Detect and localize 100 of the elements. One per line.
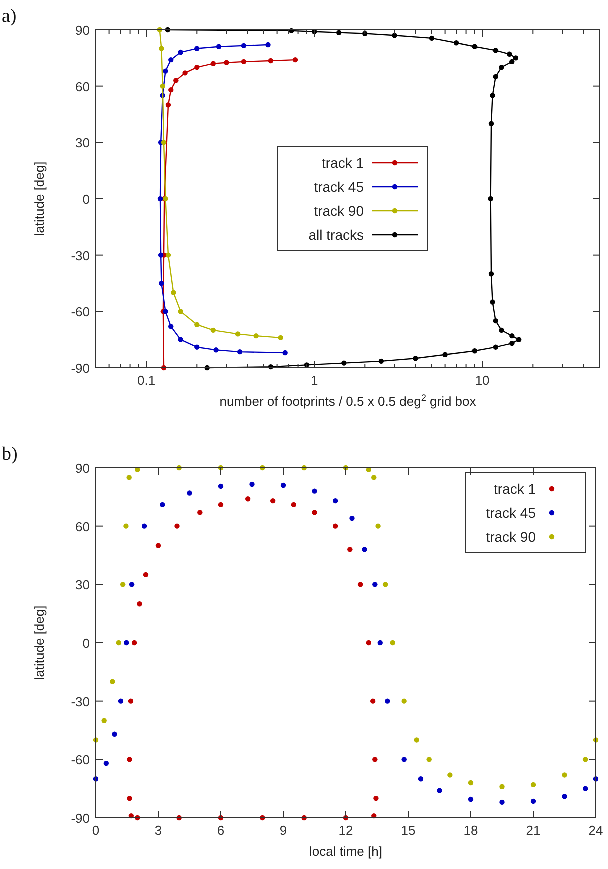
point (374, 796, 379, 802)
point (562, 772, 568, 778)
point (218, 484, 224, 490)
point (414, 738, 420, 743)
point (348, 547, 353, 552)
y-tick-label: 60 (76, 519, 90, 534)
point (385, 698, 390, 704)
point (198, 510, 203, 516)
y-tick-label: 0 (82, 636, 90, 651)
point (174, 524, 180, 529)
x-axis-title: local time [h] (310, 844, 382, 859)
point (376, 524, 381, 529)
y-tick-label: 30 (76, 136, 90, 151)
y-tick-label: -90 (71, 811, 90, 826)
point (370, 698, 376, 704)
point (372, 582, 378, 588)
point (118, 698, 124, 704)
point (124, 524, 129, 529)
point (142, 524, 148, 529)
point (402, 757, 407, 762)
point (448, 772, 453, 778)
point (270, 498, 276, 504)
point (160, 502, 166, 508)
point (156, 543, 162, 548)
point (350, 516, 355, 522)
y-tick-label: 90 (76, 461, 90, 476)
point (132, 640, 138, 646)
point (402, 698, 407, 704)
x-tick-label: 12 (338, 823, 354, 838)
y-tick-label: -90 (71, 361, 90, 376)
point (530, 798, 536, 804)
point (312, 510, 318, 516)
point (127, 796, 132, 802)
x-tick-label: 3 (154, 823, 162, 838)
point (102, 718, 107, 724)
point (562, 794, 568, 800)
point (372, 757, 378, 762)
point (468, 780, 474, 786)
legend-label: track 1 (322, 155, 364, 171)
point (468, 796, 474, 802)
point (116, 640, 122, 646)
x-axis-title: number of footprints / 0.5 x 0.5 deg$^{2}$ grid box (220, 393, 477, 409)
point (437, 788, 442, 794)
x-tick-label: 0.1 (138, 373, 156, 388)
point (120, 582, 126, 588)
x-tick-label: 9 (280, 823, 288, 838)
point (143, 572, 149, 578)
legend-label: track 45 (486, 505, 536, 521)
x-tick-label: 1 (310, 373, 318, 388)
x-tick-label: 24 (588, 823, 604, 838)
legend-label: track 90 (314, 203, 364, 219)
point (332, 524, 338, 529)
point (426, 757, 432, 762)
point (362, 547, 368, 552)
x-tick-label: 10 (475, 373, 490, 388)
point (127, 757, 132, 762)
point (218, 502, 224, 508)
legend-label: track 1 (494, 481, 536, 497)
point (582, 786, 588, 792)
point (378, 640, 383, 646)
x-tick-label: 18 (464, 823, 478, 838)
point (382, 582, 388, 588)
x-tick-label: 21 (526, 823, 541, 838)
point (312, 488, 318, 494)
point (110, 679, 116, 684)
point (112, 732, 118, 737)
point (250, 482, 255, 488)
point (332, 498, 338, 504)
y-tick-label: -60 (71, 304, 90, 320)
y-tick-label: -30 (71, 694, 90, 710)
y-axis-title: latitude [deg] (32, 162, 47, 236)
point (137, 602, 142, 607)
point (245, 496, 251, 502)
point (418, 776, 424, 782)
point (500, 800, 505, 806)
point (582, 757, 588, 762)
point (366, 640, 372, 646)
legend-label: track 45 (314, 179, 364, 195)
x-tick-label: 0 (92, 823, 100, 838)
y-tick-label: 90 (76, 23, 90, 38)
point (372, 475, 377, 480)
y-tick-label: 0 (82, 192, 90, 207)
point (390, 640, 396, 646)
text: b) (2, 444, 18, 465)
point (126, 475, 132, 480)
y-tick-label: 60 (76, 79, 90, 94)
point (530, 782, 536, 788)
point (129, 582, 135, 588)
point (104, 760, 110, 766)
point (500, 784, 505, 790)
legend-label: all tracks (308, 227, 364, 243)
point (291, 502, 297, 508)
point (358, 582, 364, 588)
y-tick-label: 30 (76, 578, 90, 593)
point (187, 490, 192, 496)
y-tick-label: -60 (71, 752, 90, 768)
point (128, 698, 134, 704)
y-tick-label: -30 (71, 248, 90, 264)
point (280, 482, 286, 488)
text: a) (2, 6, 17, 27)
